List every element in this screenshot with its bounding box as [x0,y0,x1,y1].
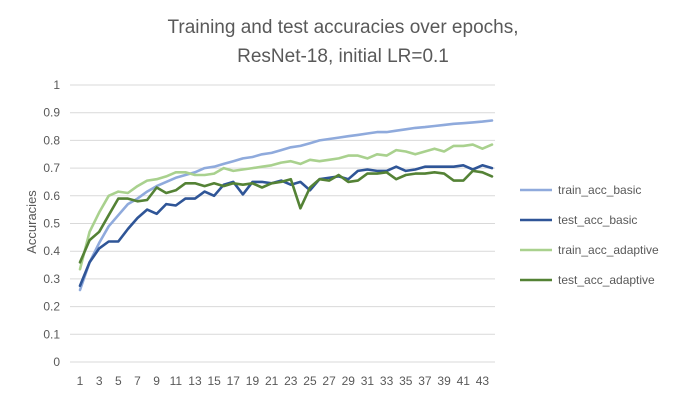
y-tick-label: 0.6 [43,189,60,203]
y-tick-labels: 0 0.1 0.2 0.3 0.4 0.5 0.6 0.7 0.8 0.9 1 [43,78,60,369]
legend-label-test_acc_adaptive: test_acc_adaptive [558,273,655,287]
legend-label-train_acc_adaptive: train_acc_adaptive [558,243,659,257]
y-tick-label: 0.9 [43,106,60,120]
x-tick-label: 21 [265,374,279,388]
x-tick-label: 33 [380,374,394,388]
y-tick-label: 0 [53,355,60,369]
x-tick-label: 1 [77,374,84,388]
y-tick-label: 0.4 [43,244,60,258]
x-tick-label: 11 [170,374,183,388]
x-tick-label: 31 [361,374,375,388]
x-tick-label: 29 [342,374,356,388]
x-tick-label: 35 [399,374,413,388]
series-line-test_acc_basic [78,164,494,288]
y-axis-title: Accuracies [24,190,39,254]
x-tick-label: 5 [115,374,122,388]
x-tick-labels: 1 3 5 7 9 11 13 15 17 19 21 23 25 27 29 31 33 35 37 39 41 43 [77,374,490,388]
x-tick-label: 7 [134,374,141,388]
legend-label-train_acc_basic: train_acc_basic [558,183,641,197]
y-tick-label: 0.8 [43,133,60,147]
y-tick-label: 1 [53,78,60,92]
legend-label-test_acc_basic: test_acc_basic [558,213,637,227]
chart-title-line-2: ResNet-18, initial LR=0.1 [237,46,449,67]
x-tick-label: 23 [284,374,298,388]
x-tick-label: 15 [207,374,221,388]
x-tick-label: 25 [303,374,317,388]
x-tick-label: 3 [96,374,103,388]
x-tick-label: 27 [322,374,336,388]
x-tick-label: 19 [246,374,260,388]
series-line-test_acc_adaptive [78,169,494,264]
y-tick-label: 0.3 [43,272,60,286]
series-line-train_acc_adaptive [78,143,494,271]
x-tick-label: 43 [476,374,490,388]
y-tick-label: 0.2 [43,300,60,314]
y-tick-label: 0.5 [43,217,60,231]
x-tick-label: 13 [188,374,202,388]
x-tick-label: 9 [153,374,160,388]
y-tick-label: 0.1 [43,327,60,341]
x-tick-label: 17 [227,374,241,388]
series-lines [78,119,494,292]
x-tick-label: 41 [457,374,471,388]
chart-title-line-1: Training and test accuracies over epochs… [168,17,519,38]
x-tick-label: 37 [418,374,432,388]
legend: train_acc_basic test_acc_basic train_acc_a… [520,183,659,287]
y-tick-label: 0.7 [43,161,60,175]
series-line-train_acc_basic [78,119,494,292]
x-tick-label: 39 [437,374,451,388]
